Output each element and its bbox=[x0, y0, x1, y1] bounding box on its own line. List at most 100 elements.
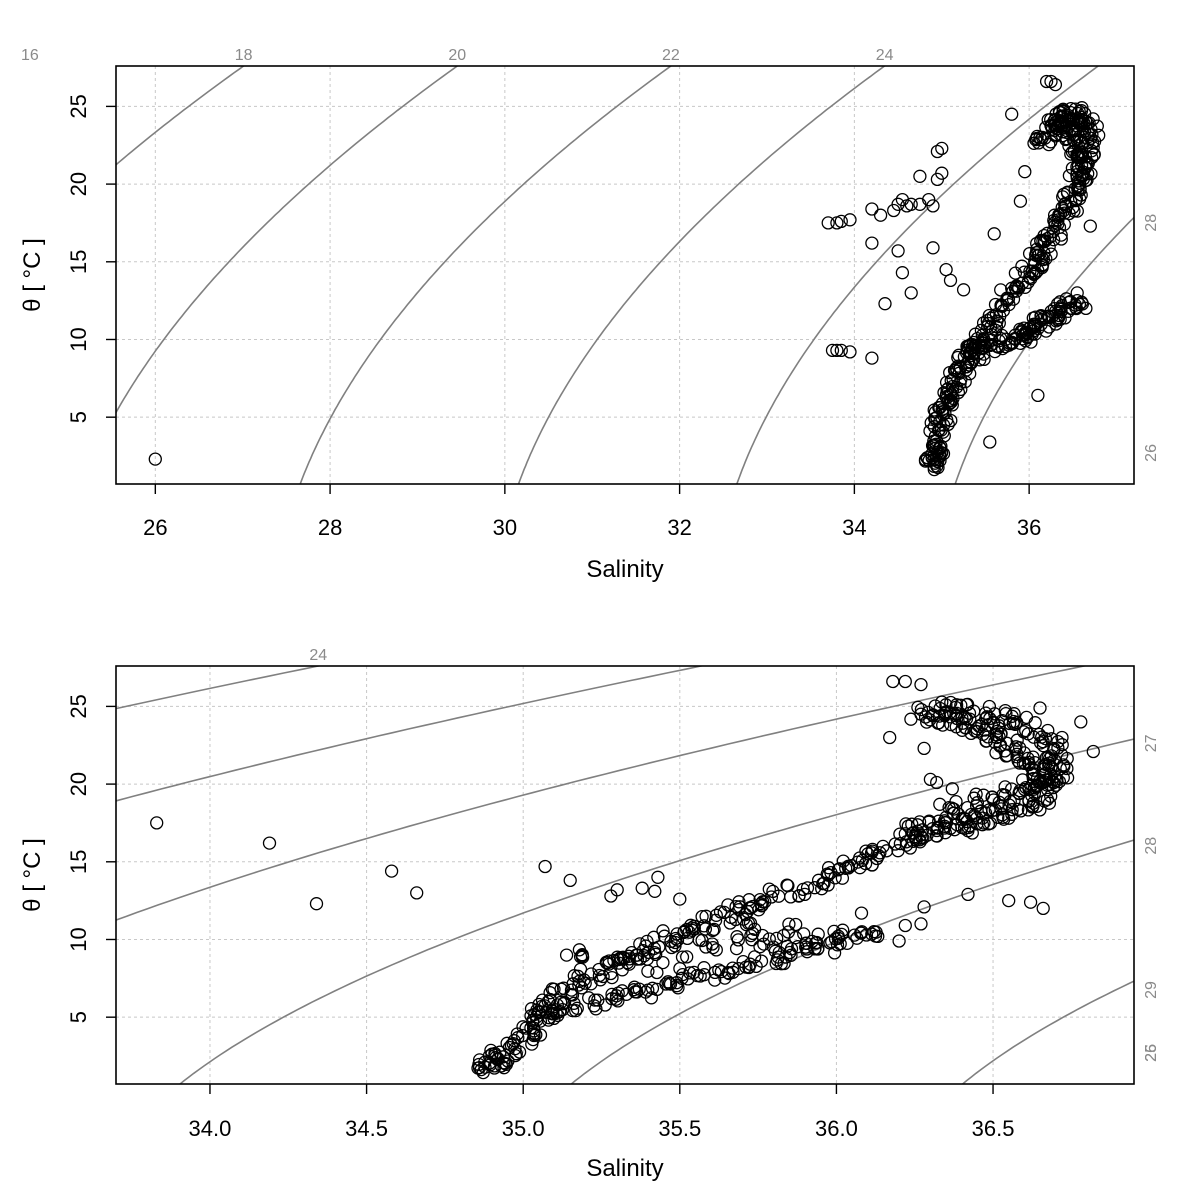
data-point bbox=[899, 817, 913, 831]
data-point bbox=[680, 950, 694, 964]
data-point bbox=[630, 952, 645, 966]
data-point bbox=[831, 931, 846, 945]
data-point bbox=[912, 815, 927, 829]
data-point bbox=[637, 949, 651, 963]
data-point bbox=[736, 912, 751, 926]
data-point bbox=[1084, 122, 1098, 136]
data-point bbox=[1017, 265, 1032, 279]
data-point bbox=[871, 929, 885, 944]
data-point bbox=[1015, 259, 1029, 273]
data-point bbox=[693, 969, 707, 983]
data-point bbox=[988, 707, 1002, 721]
data-point bbox=[959, 721, 973, 735]
data-point bbox=[553, 1004, 567, 1019]
data-point bbox=[309, 897, 324, 911]
y-tick-label: 20 bbox=[66, 772, 91, 796]
x-tick-label: 35.5 bbox=[658, 1116, 701, 1141]
data-point bbox=[914, 917, 928, 931]
data-point bbox=[1076, 172, 1091, 186]
data-point bbox=[610, 883, 624, 897]
y-tick-label: 5 bbox=[66, 1011, 91, 1023]
data-point bbox=[876, 839, 890, 854]
data-point bbox=[565, 988, 580, 1002]
data-point bbox=[726, 961, 740, 975]
data-point bbox=[1044, 247, 1058, 261]
data-point bbox=[914, 677, 928, 692]
data-point bbox=[150, 816, 164, 830]
data-point bbox=[836, 854, 850, 868]
data-point bbox=[1039, 74, 1054, 89]
data-point bbox=[1058, 311, 1072, 325]
x-tick-label: 36 bbox=[1017, 515, 1041, 540]
data-point bbox=[825, 343, 840, 358]
data-point bbox=[1031, 388, 1045, 403]
x-tick-label: 30 bbox=[493, 515, 517, 540]
data-point bbox=[410, 886, 424, 900]
data-point bbox=[476, 1065, 490, 1080]
data-point bbox=[743, 957, 757, 971]
data-point bbox=[1086, 744, 1100, 759]
data-point bbox=[1028, 310, 1043, 324]
data-point bbox=[949, 720, 963, 734]
data-point bbox=[1018, 165, 1032, 179]
data-point bbox=[917, 900, 931, 914]
data-point bbox=[746, 926, 760, 941]
data-point bbox=[656, 924, 670, 938]
data-point bbox=[1002, 893, 1016, 908]
data-point bbox=[789, 917, 803, 932]
data-point bbox=[1074, 169, 1089, 183]
data-point bbox=[1037, 310, 1051, 325]
data-point bbox=[570, 1001, 584, 1015]
data-point bbox=[1022, 246, 1037, 261]
isopycnal-20 bbox=[116, 66, 459, 415]
data-point bbox=[564, 983, 579, 997]
data-point bbox=[782, 917, 796, 931]
y-tick-label: 10 bbox=[66, 927, 91, 951]
data-point bbox=[779, 950, 793, 964]
data-point bbox=[926, 199, 940, 213]
data-point bbox=[384, 864, 399, 878]
data-point bbox=[808, 942, 822, 956]
isopycnal-29 bbox=[961, 980, 1134, 1084]
data-point bbox=[706, 923, 720, 938]
data-point bbox=[709, 908, 723, 922]
data-point bbox=[607, 953, 621, 968]
ts-diagram-top: 16 18 20 22 24 26 28 26 28 30 32 34 36 5 10 15 20 25 Salin… bbox=[19, 47, 1160, 583]
data-point bbox=[569, 1004, 583, 1018]
data-point bbox=[1036, 762, 1050, 776]
isopycnal-27 bbox=[178, 738, 1134, 1084]
data-point bbox=[836, 923, 850, 937]
data-point bbox=[1040, 226, 1055, 240]
data-point bbox=[1021, 727, 1035, 741]
y-tick-label: 5 bbox=[66, 411, 91, 423]
isopycnals bbox=[116, 666, 1134, 1084]
data-point bbox=[926, 709, 940, 723]
data-point bbox=[865, 202, 879, 216]
data-point bbox=[1061, 295, 1076, 310]
data-point bbox=[762, 882, 776, 896]
data-point bbox=[791, 940, 805, 954]
data-point bbox=[648, 884, 662, 898]
data-point bbox=[834, 214, 848, 229]
data-point bbox=[933, 797, 947, 811]
data-point bbox=[945, 782, 959, 796]
data-point bbox=[1037, 234, 1052, 248]
data-point bbox=[749, 959, 763, 974]
data-point bbox=[650, 965, 664, 980]
data-point bbox=[1087, 134, 1102, 149]
data-point bbox=[1048, 77, 1063, 92]
data-point bbox=[652, 940, 666, 954]
data-point bbox=[922, 814, 936, 828]
data-point bbox=[1012, 281, 1026, 295]
data-point bbox=[1060, 185, 1075, 199]
data-point bbox=[262, 836, 277, 850]
data-point bbox=[843, 213, 857, 227]
data-point bbox=[975, 336, 989, 350]
isopycnal-28 bbox=[570, 839, 1134, 1084]
data-point bbox=[599, 955, 613, 969]
isopycnal-label-top: 16 bbox=[21, 47, 39, 64]
data-point bbox=[770, 931, 784, 946]
x-tick-label: 36.5 bbox=[972, 1116, 1015, 1141]
data-points bbox=[148, 74, 1106, 477]
data-point bbox=[797, 927, 811, 941]
